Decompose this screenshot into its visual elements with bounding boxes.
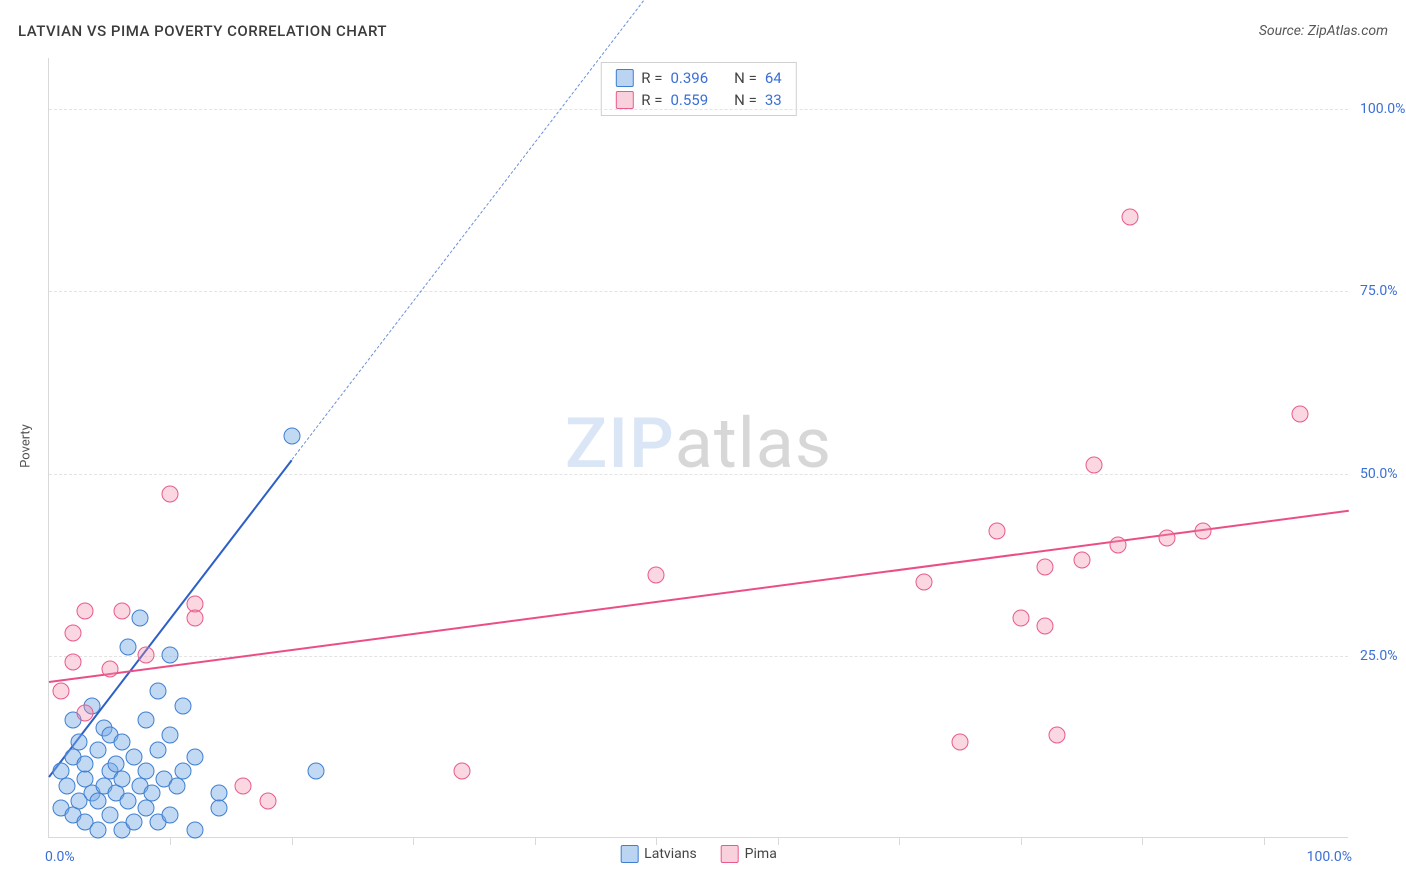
x-tick	[1021, 837, 1022, 845]
data-point-pink	[65, 654, 82, 671]
data-point-blue	[126, 814, 143, 831]
data-point-blue	[59, 777, 76, 794]
data-point-blue	[126, 748, 143, 765]
data-point-blue	[283, 428, 300, 445]
swatch-blue	[620, 845, 638, 863]
x-axis-label-100: 100.0%	[1307, 849, 1352, 865]
data-point-blue	[186, 748, 203, 765]
data-point-blue	[132, 610, 149, 627]
data-point-pink	[101, 661, 118, 678]
data-point-pink	[1037, 617, 1054, 634]
data-point-pink	[1158, 530, 1175, 547]
data-point-pink	[138, 646, 155, 663]
data-point-blue	[119, 792, 136, 809]
data-point-pink	[952, 734, 969, 751]
data-point-blue	[150, 741, 167, 758]
legend-item-latvians: Latvians	[620, 845, 697, 863]
data-point-pink	[454, 763, 471, 780]
data-point-blue	[211, 799, 228, 816]
x-tick	[1264, 837, 1265, 845]
data-point-pink	[235, 777, 252, 794]
data-point-blue	[138, 799, 155, 816]
data-point-blue	[308, 763, 325, 780]
data-point-blue	[162, 646, 179, 663]
trend-line	[292, 0, 1350, 460]
x-tick	[535, 837, 536, 845]
data-point-pink	[162, 486, 179, 503]
data-point-blue	[101, 807, 118, 824]
data-point-blue	[89, 821, 106, 838]
y-axis-label: Poverty	[18, 424, 33, 468]
data-point-blue	[89, 741, 106, 758]
data-point-pink	[77, 603, 94, 620]
legend-item-pima: Pima	[721, 845, 777, 863]
x-tick	[413, 837, 414, 845]
x-tick	[778, 837, 779, 845]
data-point-pink	[648, 566, 665, 583]
data-point-pink	[259, 792, 276, 809]
data-point-pink	[53, 683, 70, 700]
data-point-pink	[1122, 209, 1139, 226]
data-point-pink	[1073, 552, 1090, 569]
data-point-blue	[162, 726, 179, 743]
x-tick	[656, 837, 657, 845]
x-tick	[292, 837, 293, 845]
data-point-blue	[174, 763, 191, 780]
data-point-blue	[162, 807, 179, 824]
chart-area: ZIPatlas R = 0.396 N = 64 R = 0.559 N = …	[48, 58, 1348, 838]
gridline	[49, 474, 1348, 475]
data-point-pink	[1110, 537, 1127, 554]
data-point-blue	[186, 821, 203, 838]
trend-line	[49, 510, 1349, 683]
data-point-blue	[138, 712, 155, 729]
gridline	[49, 109, 1348, 110]
data-point-pink	[1012, 610, 1029, 627]
data-point-blue	[71, 734, 88, 751]
data-point-blue	[113, 770, 130, 787]
data-point-pink	[113, 603, 130, 620]
data-point-blue	[168, 777, 185, 794]
chart-title: LATVIAN VS PIMA POVERTY CORRELATION CHAR…	[18, 22, 387, 40]
data-point-blue	[113, 734, 130, 751]
data-point-blue	[174, 697, 191, 714]
swatch-blue	[615, 69, 633, 87]
data-point-blue	[144, 785, 161, 802]
swatch-pink	[721, 845, 739, 863]
data-point-pink	[1195, 522, 1212, 539]
y-tick-label: 100.0%	[1350, 101, 1405, 117]
watermark: ZIPatlas	[565, 402, 832, 484]
data-point-pink	[1292, 406, 1309, 423]
legend-row-pima: R = 0.559 N = 33	[615, 91, 781, 109]
data-point-pink	[1085, 457, 1102, 474]
gridline	[49, 291, 1348, 292]
y-tick-label: 75.0%	[1350, 283, 1398, 299]
x-tick	[899, 837, 900, 845]
data-point-blue	[119, 639, 136, 656]
source-label: Source: ZipAtlas.com	[1259, 23, 1388, 39]
data-point-pink	[77, 705, 94, 722]
x-axis-label-0: 0.0%	[45, 849, 75, 865]
correlation-legend: R = 0.396 N = 64 R = 0.559 N = 33	[600, 62, 796, 116]
data-point-blue	[150, 683, 167, 700]
legend-row-latvians: R = 0.396 N = 64	[615, 69, 781, 87]
data-point-pink	[988, 522, 1005, 539]
data-point-pink	[1037, 559, 1054, 576]
data-point-blue	[89, 792, 106, 809]
data-point-pink	[1049, 726, 1066, 743]
y-tick-label: 50.0%	[1350, 466, 1398, 482]
series-legend: Latvians Pima	[620, 845, 777, 863]
data-point-pink	[915, 573, 932, 590]
data-point-blue	[138, 763, 155, 780]
x-tick	[170, 837, 171, 845]
y-tick-label: 25.0%	[1350, 648, 1398, 664]
data-point-pink	[65, 624, 82, 641]
data-point-blue	[77, 756, 94, 773]
x-tick	[1142, 837, 1143, 845]
data-point-pink	[186, 610, 203, 627]
swatch-pink	[615, 91, 633, 109]
